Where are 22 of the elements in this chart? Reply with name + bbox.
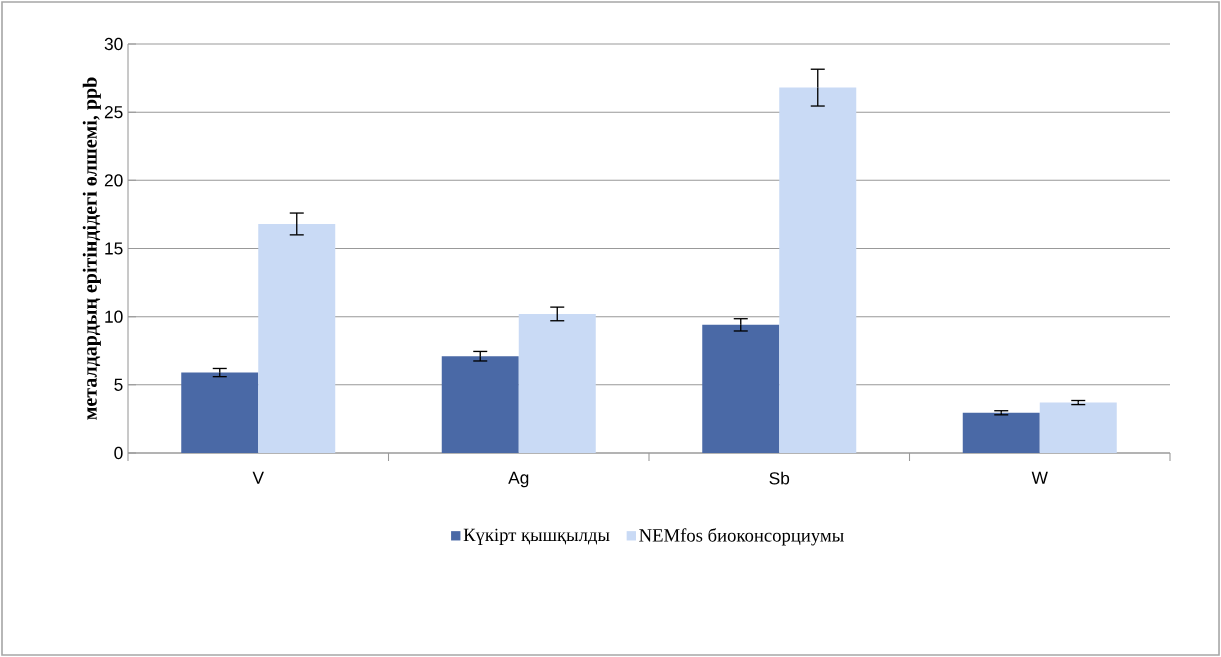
bar [779,87,857,453]
x-tick-label: V [252,471,264,484]
bar [518,313,596,453]
y-tick-label: 20 [104,174,123,187]
bar [258,223,336,453]
bar [181,372,259,453]
y-tick-label: 15 [105,242,123,255]
bar [702,324,780,453]
x-tick-label: W [1031,471,1048,484]
y-tick-label: 0 [114,446,123,460]
y-tick-label: 25 [104,106,123,119]
y-axis-title: металдардың ерітіндідегі өлшемі, ppb [82,77,101,420]
legend-label: NEMfos биоконсорциумы [639,528,844,546]
legend-label: Күкірт қышқылды [463,528,610,545]
bar [962,412,1040,453]
x-tick-label: Sb [769,471,790,485]
y-tick-label: 5 [114,378,123,391]
y-tick-label: 10 [105,310,123,323]
bar [1039,402,1117,453]
x-tick-label: Ag [508,471,529,488]
y-tick-label: 30 [104,37,123,51]
bar [441,356,519,453]
